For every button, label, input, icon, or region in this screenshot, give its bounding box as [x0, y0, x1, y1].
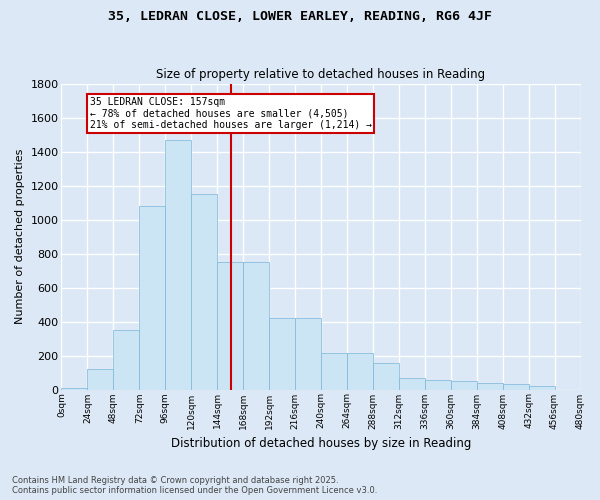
Bar [451, 381, 476, 390]
Bar [269, 318, 295, 390]
Bar [373, 363, 399, 390]
X-axis label: Distribution of detached houses by size in Reading: Distribution of detached houses by size … [171, 437, 471, 450]
Text: 35 LEDRAN CLOSE: 157sqm
← 78% of detached houses are smaller (4,505)
21% of semi: 35 LEDRAN CLOSE: 157sqm ← 78% of detache… [89, 97, 371, 130]
Text: Contains HM Land Registry data © Crown copyright and database right 2025.
Contai: Contains HM Land Registry data © Crown c… [12, 476, 377, 495]
Y-axis label: Number of detached properties: Number of detached properties [15, 149, 25, 324]
Bar [113, 330, 139, 390]
Bar [529, 386, 554, 390]
Bar [476, 382, 503, 390]
Bar [425, 380, 451, 390]
Bar [295, 318, 321, 390]
Bar [88, 369, 113, 390]
Bar [321, 353, 347, 390]
Bar [399, 378, 425, 390]
Bar [61, 388, 88, 390]
Bar [217, 262, 243, 390]
Bar [165, 140, 191, 390]
Bar [191, 194, 217, 390]
Bar [503, 384, 529, 390]
Bar [243, 262, 269, 390]
Bar [347, 353, 373, 390]
Bar [139, 206, 165, 390]
Text: 35, LEDRAN CLOSE, LOWER EARLEY, READING, RG6 4JF: 35, LEDRAN CLOSE, LOWER EARLEY, READING,… [108, 10, 492, 23]
Title: Size of property relative to detached houses in Reading: Size of property relative to detached ho… [157, 68, 485, 81]
